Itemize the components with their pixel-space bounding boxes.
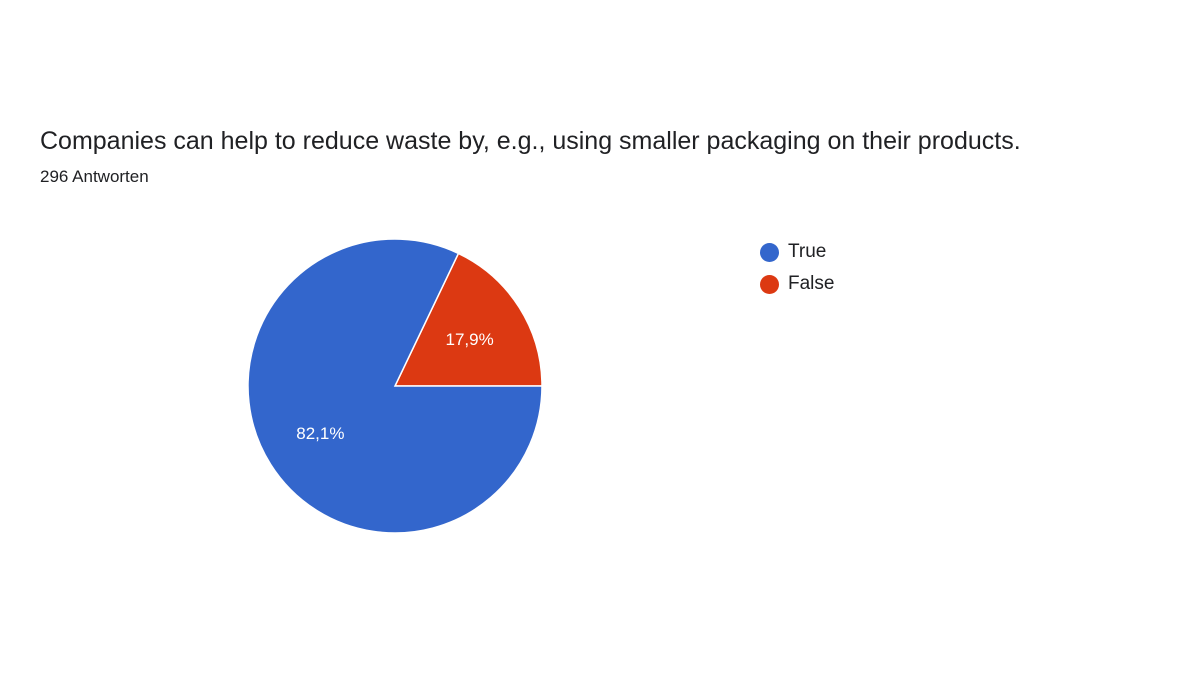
legend-label-true: True (788, 241, 827, 262)
legend-item-false[interactable]: False (760, 268, 834, 300)
pie-slice-true[interactable] (247, 238, 543, 534)
pie-slice-false[interactable] (393, 252, 543, 387)
legend-swatch-true (760, 242, 779, 262)
response-count: 296 Antworten (40, 167, 149, 186)
question-title: Companies can help to reduce waste by, e… (40, 127, 1021, 155)
legend-item-true[interactable]: True (760, 236, 834, 268)
legend-label-false: False (788, 273, 835, 294)
legend-swatch-false (760, 274, 779, 294)
pie-label-false: 17,9% (446, 330, 494, 349)
pie-label-true: 82,1% (296, 424, 344, 443)
chart-legend: True False (760, 236, 834, 300)
